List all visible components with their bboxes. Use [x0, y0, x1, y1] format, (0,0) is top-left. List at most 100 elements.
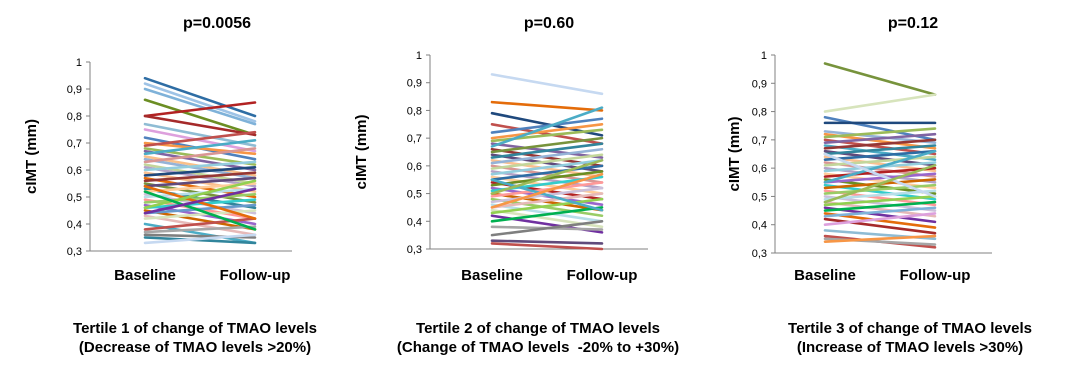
series-line [143, 184, 257, 220]
y-tick-label: 1 [761, 50, 767, 62]
chart-caption-line: (Increase of TMAO levels >30%) [797, 339, 1023, 356]
series-line [823, 149, 937, 161]
x-category-label: Follow-up [567, 267, 638, 284]
chart-title: p=0.0056 [183, 15, 251, 32]
series-line [143, 114, 257, 137]
series-line [490, 136, 604, 154]
series-line [143, 149, 257, 172]
series-line [490, 100, 604, 112]
series-line [823, 127, 937, 139]
y-tick-label: 0,7 [752, 135, 767, 147]
y-axis-label: cIMT (mm) [23, 119, 40, 194]
series-line [823, 212, 937, 227]
y-tick-label: 0,5 [752, 191, 767, 203]
y-tick-label: 0,3 [752, 248, 767, 260]
y-tick-label: 0,4 [407, 216, 422, 228]
x-category-label: Baseline [794, 267, 856, 284]
series-line [823, 144, 937, 156]
y-tick-label: 0,5 [67, 192, 82, 204]
y-tick-label: 1 [416, 50, 422, 62]
series-line [490, 117, 604, 134]
x-category-label: Follow-up [220, 267, 291, 284]
series-line [823, 206, 937, 218]
chart-panel-2: p=0.60 0,3 0,4 0,5 0,6 0,7 0,8 0,9 1 cIMT (mm) Bas… [353, 15, 679, 356]
y-tick-label: 0,6 [407, 161, 422, 173]
series-line [143, 179, 257, 210]
series-line [490, 122, 604, 140]
series-line [490, 181, 604, 198]
x-category-label: Follow-up [900, 267, 971, 284]
series-line [490, 73, 604, 96]
y-tick-label: 0,3 [407, 244, 422, 256]
series-line [490, 206, 604, 223]
series-line [823, 132, 937, 144]
series-line [823, 166, 937, 178]
series-line [143, 176, 257, 188]
series-line [823, 172, 937, 184]
series-line [143, 187, 257, 199]
series-line [143, 101, 257, 118]
series-line [143, 82, 257, 123]
series-line [490, 159, 604, 176]
y-tick-label: 0,4 [67, 219, 82, 231]
series-line [490, 239, 604, 245]
series-line [490, 153, 604, 170]
chart-panel-3: p=0.12 0,3 0,4 0,5 0,6 0,7 0,8 0,9 1 cIMT (mm) Bas… [726, 15, 1032, 356]
series-line [823, 62, 937, 96]
series-line [143, 128, 257, 153]
series-line [143, 236, 257, 245]
series-line [143, 139, 257, 156]
series-line [143, 130, 257, 147]
chart-title: p=0.12 [888, 15, 938, 32]
y-tick-label: 0,8 [407, 105, 422, 117]
series-line [823, 189, 937, 201]
series-line [143, 171, 257, 183]
series-line [490, 203, 604, 223]
series-line [143, 193, 257, 204]
series-line [143, 187, 257, 215]
series-line [823, 195, 937, 207]
series-line [823, 149, 937, 184]
y-axis-label: cIMT (mm) [726, 116, 743, 191]
series-line [823, 183, 937, 195]
series-line [490, 219, 604, 237]
series-line [490, 106, 604, 148]
chart-caption-line: (Change of TMAO levels -20% to +30%) [397, 339, 679, 356]
series-line [143, 217, 257, 231]
y-tick-label: 0,7 [67, 138, 82, 150]
series-line [143, 147, 257, 164]
x-category-label: Baseline [461, 267, 523, 284]
y-tick-label: 0,8 [67, 111, 82, 123]
series-line [490, 159, 604, 195]
series-line [490, 242, 604, 251]
series-line [823, 155, 937, 167]
series-line [823, 234, 937, 243]
series-line [490, 192, 604, 212]
series-line [490, 142, 604, 159]
chart-title: p=0.60 [524, 15, 574, 32]
series-line [823, 164, 937, 204]
chart-caption-line: (Decrease of TMAO levels >20%) [79, 339, 311, 356]
y-tick-label: 0,9 [67, 84, 82, 96]
series-line [143, 190, 257, 231]
y-tick-label: 0,9 [407, 78, 422, 90]
y-axis-label: cIMT (mm) [353, 114, 370, 189]
series-line [143, 160, 257, 172]
series-line [490, 164, 604, 182]
series-line [143, 141, 257, 156]
series-line [143, 233, 257, 245]
series-line [143, 214, 257, 237]
x-category-label: Baseline [114, 267, 176, 284]
y-tick-label: 0,6 [67, 165, 82, 177]
series-line [490, 147, 604, 165]
series-line [490, 170, 604, 187]
series-line [143, 225, 257, 234]
chart-panel-1: p=0.0056 0,3 0,4 0,5 0,6 0,7 0,8 0,9 1 cIMT (mm) B… [23, 15, 317, 356]
y-tick-label: 0,6 [752, 163, 767, 175]
y-tick-label: 0,4 [752, 220, 767, 232]
y-tick-label: 1 [76, 57, 82, 69]
chart-caption-line: Tertile 2 of change of TMAO levels [416, 320, 660, 337]
chart-caption-line: Tertile 1 of change of TMAO levels [73, 320, 317, 337]
series-line [490, 178, 604, 212]
